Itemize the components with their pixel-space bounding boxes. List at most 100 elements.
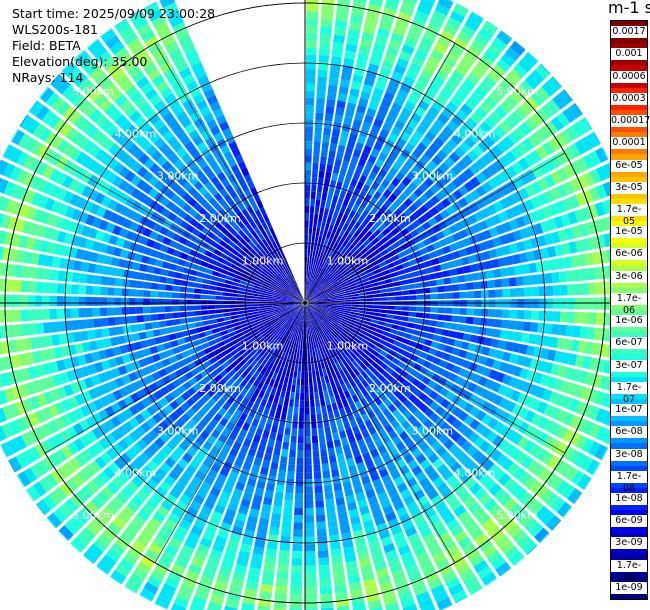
- range-gate-cell: [376, 232, 385, 241]
- range-gate-cell: [173, 481, 186, 493]
- range-gate-cell: [353, 249, 361, 257]
- range-gate-cell: [305, 234, 309, 242]
- range-gate-cell: [374, 357, 383, 366]
- range-gate-cell: [400, 316, 409, 322]
- range-gate-cell: [305, 594, 318, 602]
- range-gate-cell: [344, 241, 352, 250]
- range-gate-cell: [337, 196, 344, 206]
- range-gate-cell: [367, 599, 382, 610]
- range-gate-cell: [133, 456, 145, 469]
- range-gate-cell: [296, 312, 301, 319]
- range-gate-cell: [469, 92, 483, 105]
- range-gate-cell: [329, 297, 338, 300]
- range-gate-cell: [241, 602, 255, 610]
- range-gate-cell: [271, 424, 278, 434]
- range-gate-cell: [297, 312, 302, 320]
- range-gate-cell: [465, 246, 475, 256]
- range-gate-cell: [308, 327, 312, 335]
- range-gate-cell: [433, 334, 442, 342]
- range-gate-cell: [393, 259, 402, 266]
- range-gate-cell: [390, 328, 399, 335]
- range-gate-cell: [387, 305, 395, 310]
- range-gate-cell: [366, 305, 374, 309]
- range-gate-cell: [340, 130, 349, 140]
- range-gate-cell: [373, 305, 381, 309]
- range-gate-cell: [187, 317, 195, 323]
- range-gate-cell: [491, 214, 502, 225]
- range-gate-cell: [312, 326, 317, 334]
- range-gate-cell: [515, 320, 524, 331]
- range-gate-cell: [323, 345, 329, 353]
- range-gate-cell: [447, 260, 456, 269]
- range-gate-cell: [252, 378, 260, 388]
- range-gate-cell: [351, 307, 359, 310]
- range-gate-cell: [372, 478, 383, 489]
- range-gate-cell: [469, 263, 479, 273]
- range-gate-cell: [373, 228, 382, 237]
- range-gate-cell: [363, 264, 372, 271]
- range-gate-cell: [377, 245, 386, 253]
- range-gate-cell: [272, 331, 279, 338]
- range-gate-cell: [482, 229, 492, 240]
- range-gate-cell: [432, 551, 447, 564]
- range-gate-cell: [350, 589, 364, 599]
- range-gate-cell: [309, 271, 312, 279]
- range-gate-cell: [524, 424, 536, 438]
- range-gate-cell: [508, 550, 524, 566]
- range-gate-cell: [322, 329, 328, 337]
- range-gate-cell: [468, 501, 482, 515]
- range-gate-cell: [218, 450, 228, 460]
- range-gate-cell: [179, 583, 194, 595]
- range-gate-cell: [369, 391, 378, 400]
- range-gate-cell: [305, 486, 313, 494]
- range-gate-cell: [418, 597, 434, 610]
- range-gate-cell: [374, 516, 386, 526]
- range-gate-cell: [464, 477, 477, 490]
- range-gate-cell: [334, 20, 348, 29]
- range-gate-cell: [510, 390, 522, 402]
- range-gate-cell: [294, 500, 303, 509]
- range-gate-cell: [528, 333, 537, 345]
- range-gate-cell: [144, 523, 158, 536]
- range-gate-cell: [175, 525, 189, 537]
- range-gate-cell: [368, 171, 377, 181]
- range-gate-cell: [567, 382, 578, 396]
- range-gate-cell: [468, 463, 481, 476]
- range-gate-cell: [444, 285, 453, 292]
- range-gate-cell: [416, 552, 430, 564]
- range-gate-cell: [148, 517, 162, 530]
- range-gate-cell: [583, 477, 592, 490]
- range-gate-cell: [363, 77, 375, 87]
- range-gate-cell: [108, 327, 117, 337]
- range-gate-cell: [369, 278, 378, 284]
- range-gate-cell: [265, 548, 277, 557]
- range-gate-cell: [429, 390, 439, 400]
- range-gate-cell: [227, 405, 237, 415]
- range-gate-cell: [96, 565, 108, 575]
- range-gate-cell: [564, 227, 575, 240]
- range-gate-cell: [215, 309, 223, 314]
- range-gate-cell: [419, 558, 433, 571]
- range-gate-cell: [440, 30, 455, 43]
- range-gate-cell: [362, 281, 371, 286]
- range-gate-cell: [253, 457, 263, 467]
- range-gate-cell: [309, 286, 314, 294]
- range-gate-cell: [261, 383, 269, 392]
- range-gate-cell: [172, 312, 180, 319]
- range-gate-cell: [402, 389, 412, 399]
- range-gate-cell: [249, 367, 257, 376]
- range-gate-cell: [298, 335, 302, 343]
- range-gate-cell: [327, 447, 336, 456]
- range-gate-cell: [237, 367, 245, 376]
- range-gate-cell: [383, 240, 392, 249]
- range-gate-cell: [407, 532, 421, 544]
- range-gate-cell: [140, 528, 154, 542]
- range-gate-cell: [594, 390, 605, 406]
- range-gate-cell: [202, 440, 213, 451]
- range-gate-cell: [222, 312, 231, 317]
- range-gate-cell: [318, 287, 326, 293]
- range-gate-cell: [528, 384, 539, 396]
- range-gate-cell: [36, 267, 45, 280]
- range-gate-cell: [244, 382, 252, 391]
- range-gate-cell: [414, 318, 423, 324]
